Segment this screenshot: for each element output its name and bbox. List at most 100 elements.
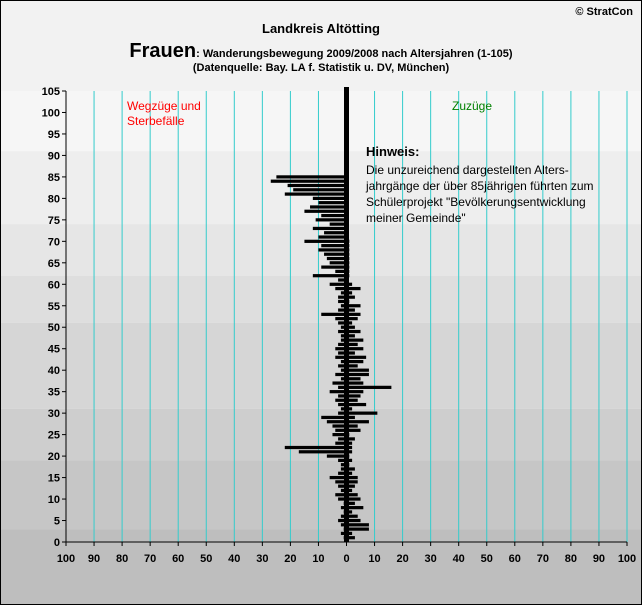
bar-wegzuege xyxy=(338,342,347,347)
bar-wegzuege xyxy=(329,261,347,265)
bar-wegzuege xyxy=(310,205,347,209)
y-tick-label: 10 xyxy=(48,494,60,506)
bar-wegzuege xyxy=(338,364,347,368)
bar-wegzuege xyxy=(324,231,347,235)
bar-wegzuege xyxy=(335,317,347,321)
bar-zuzuege xyxy=(346,308,355,312)
bar-wegzuege xyxy=(335,480,347,484)
x-tick-label: 10 xyxy=(368,553,380,565)
chart-title: Landkreis Altötting xyxy=(262,21,380,36)
bar-wegzuege xyxy=(321,265,347,269)
bar-wegzuege xyxy=(326,420,347,424)
bar-wegzuege xyxy=(335,347,347,351)
y-tick-label: 85 xyxy=(48,172,60,184)
x-tick-label: 80 xyxy=(565,553,577,565)
y-tick-label: 30 xyxy=(48,408,60,420)
bar-wegzuege xyxy=(312,196,347,200)
bar-wegzuege xyxy=(318,201,347,205)
bar-wegzuege xyxy=(340,467,347,471)
bar-zuzuege xyxy=(346,424,358,428)
x-tick-label: 10 xyxy=(312,553,324,565)
bar-wegzuege xyxy=(340,531,347,536)
bar-zuzuege xyxy=(346,372,369,377)
age-band xyxy=(1,529,641,542)
x-tick-label: 20 xyxy=(396,553,408,565)
age-band xyxy=(1,460,641,530)
bar-zuzuege xyxy=(346,347,364,351)
bar-zuzuege xyxy=(346,428,361,432)
bar-zuzuege xyxy=(346,471,353,475)
bar-wegzuege xyxy=(338,351,347,355)
x-tick-label: 60 xyxy=(509,553,521,565)
bar-zuzuege xyxy=(346,398,358,402)
bar-zuzuege xyxy=(346,506,364,510)
age-band xyxy=(1,275,641,323)
bar-wegzuege xyxy=(340,325,347,329)
bar-wegzuege xyxy=(321,244,347,248)
bar-zuzuege xyxy=(346,359,364,364)
y-tick-label: 60 xyxy=(48,279,60,291)
bar-wegzuege xyxy=(335,428,347,432)
bar-wegzuege xyxy=(338,518,347,523)
y-tick-label: 105 xyxy=(42,86,60,98)
bar-zuzuege xyxy=(346,493,358,497)
bar-zuzuege xyxy=(346,523,369,527)
y-tick-label: 95 xyxy=(48,129,60,141)
bar-wegzuege xyxy=(338,394,347,398)
bar-wegzuege xyxy=(338,497,347,501)
bar-wegzuege xyxy=(335,372,347,377)
bar-zuzuege xyxy=(346,458,353,463)
bar-wegzuege xyxy=(304,239,347,243)
bar-zuzuege xyxy=(346,420,369,424)
bar-wegzuege xyxy=(338,299,347,304)
bar-zuzuege xyxy=(346,450,353,454)
bar-wegzuege xyxy=(324,252,347,256)
bar-zuzuege xyxy=(346,351,355,355)
bar-wegzuege xyxy=(340,523,347,527)
bar-zuzuege xyxy=(346,295,355,299)
bar-wegzuege xyxy=(338,484,347,488)
bar-zuzuege xyxy=(346,325,355,329)
age-band xyxy=(1,542,641,604)
bar-wegzuege xyxy=(338,295,347,299)
zero-axis xyxy=(344,87,349,542)
x-tick-label: 20 xyxy=(284,553,296,565)
bar-wegzuege xyxy=(335,269,347,274)
y-tick-label: 0 xyxy=(54,537,60,549)
bar-wegzuege xyxy=(340,488,347,493)
y-tick-label: 55 xyxy=(48,301,60,313)
bar-wegzuege xyxy=(338,411,347,415)
bar-wegzuege xyxy=(329,222,347,226)
bar-wegzuege xyxy=(340,463,347,467)
bar-wegzuege xyxy=(321,415,347,420)
bar-zuzuege xyxy=(346,514,358,518)
bar-zuzuege xyxy=(346,304,361,308)
bar-wegzuege xyxy=(329,390,347,394)
bar-wegzuege xyxy=(340,291,347,295)
y-tick-label: 5 xyxy=(54,516,60,528)
bar-wegzuege xyxy=(293,188,347,192)
bar-wegzuege xyxy=(340,506,347,510)
copyright-label: © StratCon xyxy=(575,6,633,18)
bar-wegzuege xyxy=(298,450,347,454)
chart-subtitle: Frauen: Wanderungsbewegung 2009/2008 nac… xyxy=(1,40,641,63)
bar-wegzuege xyxy=(340,338,347,342)
y-tick-label: 45 xyxy=(48,344,60,356)
bar-zuzuege xyxy=(346,497,361,501)
bar-wegzuege xyxy=(338,308,347,312)
bar-zuzuege xyxy=(346,488,353,493)
x-tick-label: 0 xyxy=(343,553,349,565)
bar-wegzuege xyxy=(284,192,347,196)
bar-zuzuege xyxy=(346,480,358,484)
x-tick-label: 70 xyxy=(144,553,156,565)
chart-subtitle-rest: : Wanderungsbewegung 2009/2008 nach Alte… xyxy=(196,48,513,60)
chart-subtitle-big: Frauen xyxy=(129,40,197,62)
bar-wegzuege xyxy=(276,175,347,179)
bar-wegzuege xyxy=(335,398,347,402)
bar-wegzuege xyxy=(312,274,347,278)
x-tick-label: 90 xyxy=(88,553,100,565)
bar-wegzuege xyxy=(335,286,347,291)
x-tick-label: 90 xyxy=(593,553,605,565)
x-tick-label: 40 xyxy=(228,553,240,565)
